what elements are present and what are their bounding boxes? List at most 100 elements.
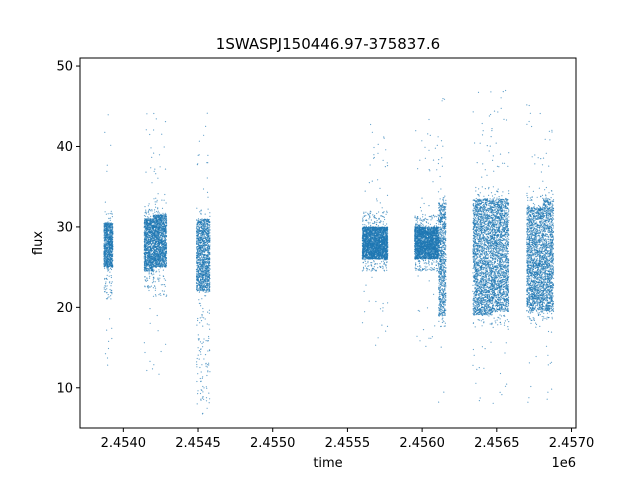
data-point [108, 282, 111, 284]
data-point [209, 371, 211, 373]
data-point [196, 226, 198, 229]
data-point [199, 272, 201, 274]
data-point [159, 231, 161, 233]
data-point [158, 269, 160, 271]
data-point [202, 263, 204, 265]
data-point [156, 247, 158, 249]
data-point [203, 317, 205, 319]
data-point [163, 214, 165, 216]
data-point [201, 342, 203, 345]
data-point [202, 259, 205, 261]
data-point [107, 266, 109, 268]
data-point [209, 215, 211, 217]
data-point [201, 252, 203, 254]
data-point [106, 240, 108, 242]
data-point [104, 234, 106, 236]
data-point [104, 258, 106, 260]
data-point [200, 287, 203, 289]
data-point [208, 247, 210, 249]
data-point [144, 212, 146, 214]
data-point [106, 233, 108, 235]
data-point [207, 224, 209, 226]
data-point [144, 257, 146, 259]
data-point [147, 216, 149, 218]
data-point [144, 221, 146, 223]
data-point [108, 268, 110, 270]
data-point [147, 255, 149, 257]
data-point [200, 263, 202, 265]
data-point [147, 232, 149, 234]
data-point [200, 244, 202, 246]
data-point [164, 285, 166, 287]
data-point [149, 360, 151, 362]
data-point [164, 237, 166, 239]
data-point [205, 363, 207, 365]
data-point [105, 298, 108, 300]
data-point [158, 257, 160, 259]
data-point [196, 268, 198, 271]
data-point [157, 229, 160, 231]
data-point [208, 280, 210, 282]
data-point [146, 233, 148, 235]
data-point [203, 387, 205, 389]
data-point [198, 223, 201, 226]
data-point [200, 250, 202, 252]
data-point [200, 259, 202, 261]
data-point [110, 225, 112, 227]
data-point [209, 268, 211, 270]
data-point [158, 233, 160, 235]
data-point [106, 243, 108, 245]
data-point [104, 248, 106, 250]
data-point [144, 253, 146, 255]
data-point [106, 222, 108, 224]
data-point [197, 243, 199, 245]
data-point [196, 277, 198, 279]
data-point [206, 162, 208, 164]
data-point [103, 235, 105, 237]
data-point [154, 259, 157, 261]
data-point [207, 311, 209, 313]
data-point [196, 230, 198, 232]
data-point [163, 216, 165, 219]
data-point [196, 207, 198, 209]
data-point [199, 392, 202, 395]
data-point [162, 222, 164, 224]
data-point [200, 305, 202, 307]
data-point [197, 253, 199, 256]
data-point [108, 239, 110, 241]
data-point [152, 270, 154, 272]
data-point [157, 177, 159, 179]
data-point [163, 290, 165, 292]
data-point [208, 402, 210, 404]
data-point [159, 221, 161, 223]
data-point [105, 225, 107, 227]
data-point [203, 226, 205, 228]
data-point [107, 263, 109, 265]
data-point [146, 219, 148, 221]
data-point [106, 274, 108, 276]
data-point [157, 234, 160, 237]
data-point [204, 236, 206, 238]
data-point [165, 343, 167, 345]
data-point [208, 276, 210, 278]
data-point [103, 233, 105, 235]
data-point [103, 231, 105, 233]
data-point [111, 293, 113, 295]
data-point [202, 232, 204, 234]
data-point [157, 222, 159, 225]
data-point [165, 257, 167, 259]
data-point [144, 226, 146, 228]
data-point [206, 323, 208, 325]
data-point [201, 239, 203, 241]
data-point [144, 231, 146, 233]
data-point [106, 164, 108, 166]
data-point [201, 364, 203, 366]
data-point [149, 286, 151, 288]
data-point [202, 391, 204, 393]
data-point [196, 403, 198, 405]
data-point [198, 154, 200, 156]
data-point [199, 266, 201, 268]
data-point [199, 235, 201, 238]
data-point [208, 337, 210, 339]
data-point [159, 166, 161, 168]
